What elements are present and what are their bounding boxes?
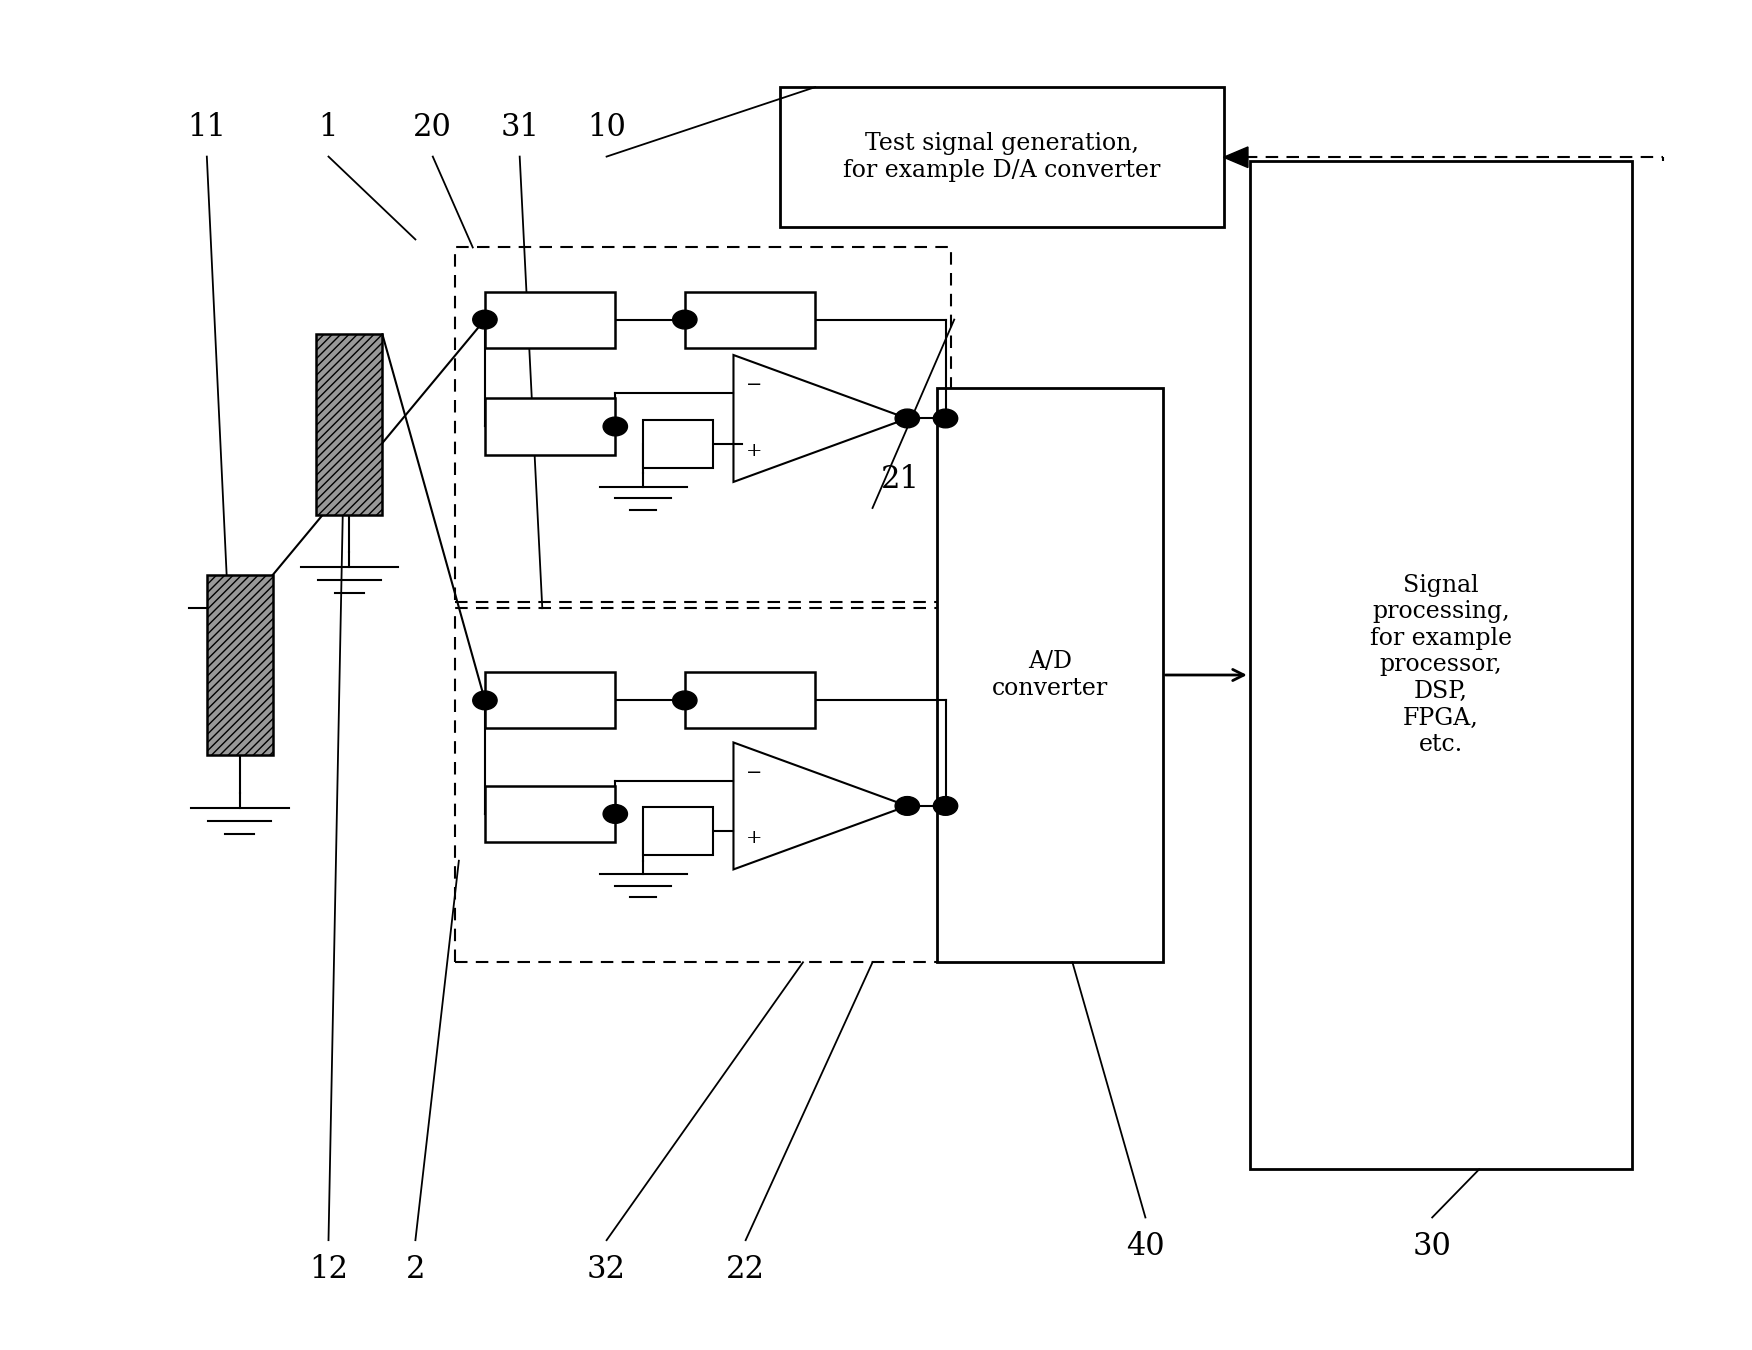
FancyBboxPatch shape (685, 292, 815, 348)
Polygon shape (1223, 147, 1247, 167)
Circle shape (603, 805, 627, 823)
FancyBboxPatch shape (207, 575, 273, 755)
Text: +: + (746, 441, 762, 459)
FancyBboxPatch shape (1249, 161, 1633, 1169)
FancyBboxPatch shape (485, 672, 615, 729)
FancyBboxPatch shape (643, 420, 713, 468)
Text: 11: 11 (187, 112, 226, 143)
Circle shape (895, 409, 920, 428)
Text: −: − (746, 764, 762, 782)
Text: 32: 32 (587, 1254, 625, 1285)
Text: A/D
converter: A/D converter (992, 651, 1107, 699)
Text: 2: 2 (406, 1254, 426, 1285)
Circle shape (673, 310, 697, 329)
Circle shape (934, 409, 958, 428)
Text: −: − (746, 377, 762, 394)
FancyBboxPatch shape (317, 335, 382, 514)
Text: Signal
processing,
for example
processor,
DSP,
FPGA,
etc.: Signal processing, for example processor… (1370, 574, 1512, 756)
FancyBboxPatch shape (485, 292, 615, 348)
FancyBboxPatch shape (937, 387, 1163, 963)
FancyBboxPatch shape (485, 786, 615, 842)
Text: 20: 20 (413, 112, 452, 143)
Text: 31: 31 (499, 112, 540, 143)
Text: 40: 40 (1127, 1231, 1165, 1262)
FancyBboxPatch shape (780, 88, 1223, 227)
Text: 1: 1 (319, 112, 338, 143)
Text: 30: 30 (1412, 1231, 1452, 1262)
Text: +: + (746, 829, 762, 846)
Circle shape (603, 417, 627, 436)
Text: 22: 22 (725, 1254, 766, 1285)
Circle shape (473, 691, 498, 710)
Text: 12: 12 (308, 1254, 349, 1285)
FancyBboxPatch shape (485, 398, 615, 455)
Circle shape (673, 691, 697, 710)
Circle shape (473, 310, 498, 329)
Text: Test signal generation,
for example D/A converter: Test signal generation, for example D/A … (843, 132, 1162, 182)
Text: 21: 21 (881, 463, 920, 494)
FancyBboxPatch shape (643, 807, 713, 856)
FancyBboxPatch shape (685, 672, 815, 729)
Circle shape (934, 796, 958, 815)
Circle shape (895, 796, 920, 815)
Text: 10: 10 (587, 112, 625, 143)
